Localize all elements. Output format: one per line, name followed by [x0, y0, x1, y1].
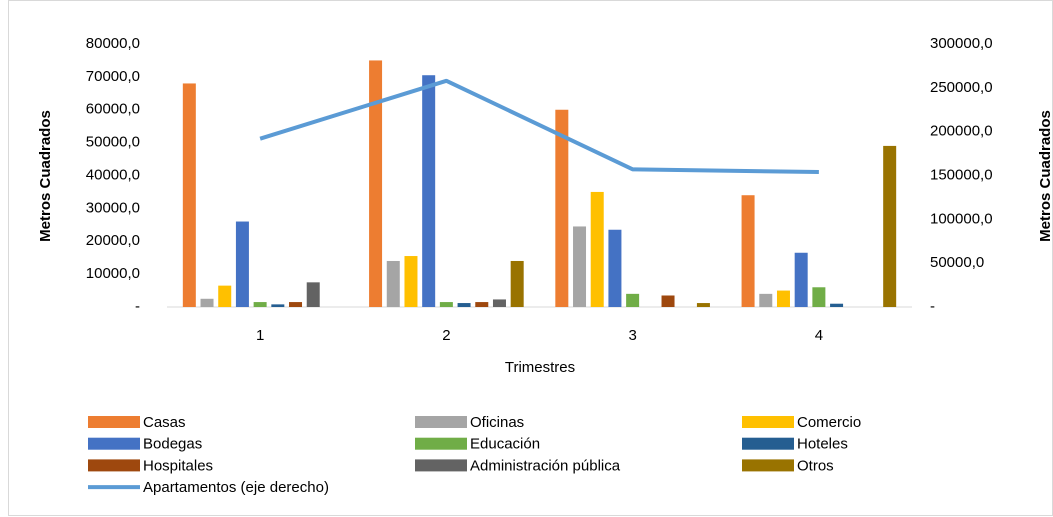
- bar: [812, 287, 826, 307]
- legend-label: Apartamentos (eje derecho): [143, 479, 329, 496]
- bar: [573, 226, 587, 307]
- y-tick-label: -: [135, 298, 140, 315]
- bar: [386, 260, 400, 307]
- y2-axis-title: Metros Cuadrados: [1037, 110, 1053, 242]
- y-tick-label: 80000,0: [86, 35, 140, 52]
- x-axis-title: Trimestres: [505, 359, 575, 376]
- bar: [590, 191, 604, 307]
- y-tick-label: 70000,0: [86, 68, 140, 85]
- legend-swatch: [88, 437, 140, 450]
- legend-swatch: [415, 459, 467, 472]
- bar: [510, 260, 524, 307]
- bar: [492, 299, 506, 307]
- bar: [404, 256, 418, 307]
- legend-swatch: [742, 437, 794, 450]
- y-tick-label: 20000,0: [86, 232, 140, 249]
- legend-swatch: [742, 416, 794, 428]
- y2-tick-label: 50000,0: [930, 254, 984, 271]
- bar: [475, 302, 489, 307]
- legend-label: Administración pública: [470, 457, 621, 474]
- bar: [830, 303, 844, 307]
- y-tick-label: 40000,0: [86, 166, 140, 183]
- line-series: [259, 78, 819, 174]
- x-tick-label: 3: [628, 327, 636, 344]
- bar: [794, 252, 808, 307]
- bar: [439, 302, 453, 307]
- bar: [235, 221, 249, 307]
- bar: [555, 109, 569, 307]
- legend-label: Otros: [797, 457, 834, 474]
- x-tick-label: 1: [256, 327, 264, 344]
- bar: [182, 83, 196, 307]
- y-tick-label: 10000,0: [86, 265, 140, 282]
- bar: [253, 302, 267, 307]
- y2-tick-label: 200000,0: [930, 123, 993, 140]
- bar: [200, 298, 214, 307]
- legend-swatch: [415, 416, 467, 428]
- legend-label: Casas: [143, 414, 186, 431]
- bar: [759, 293, 773, 307]
- x-tick-label: 4: [815, 327, 823, 344]
- y2-tick-label: 100000,0: [930, 210, 993, 227]
- y2-tick-label: 300000,0: [930, 35, 993, 52]
- legend-swatch: [742, 459, 794, 472]
- y-axis-title: Metros Cuadrados: [37, 110, 54, 242]
- legend-swatch: [415, 437, 467, 450]
- x-tick-label: 2: [442, 327, 450, 344]
- bar: [422, 75, 436, 307]
- bar: [776, 290, 790, 307]
- bar: [369, 60, 383, 307]
- legend-swatch: [88, 416, 140, 428]
- y-tick-label: 30000,0: [86, 199, 140, 216]
- bar: [306, 282, 320, 307]
- legend-label: Comercio: [797, 414, 861, 431]
- bar: [661, 295, 675, 307]
- bar: [741, 195, 755, 307]
- legend-label: Hospitales: [143, 457, 213, 474]
- bar: [696, 303, 710, 307]
- y2-tick-label: 250000,0: [930, 79, 993, 96]
- bar: [608, 229, 622, 307]
- legend-label: Hoteles: [797, 436, 848, 453]
- y-tick-label: 50000,0: [86, 134, 140, 151]
- y2-tick-label: -: [930, 298, 935, 315]
- bar: [218, 285, 232, 307]
- legend-label: Oficinas: [470, 414, 524, 431]
- bar: [289, 302, 303, 307]
- y-tick-label: 60000,0: [86, 101, 140, 118]
- bar: [883, 145, 897, 307]
- bar: [457, 303, 471, 307]
- legend-label: Bodegas: [143, 436, 202, 453]
- bar: [626, 293, 640, 307]
- legend-swatch: [88, 459, 140, 472]
- legend-label: Educación: [470, 436, 540, 453]
- bar: [271, 304, 285, 307]
- y2-tick-label: 150000,0: [930, 166, 993, 183]
